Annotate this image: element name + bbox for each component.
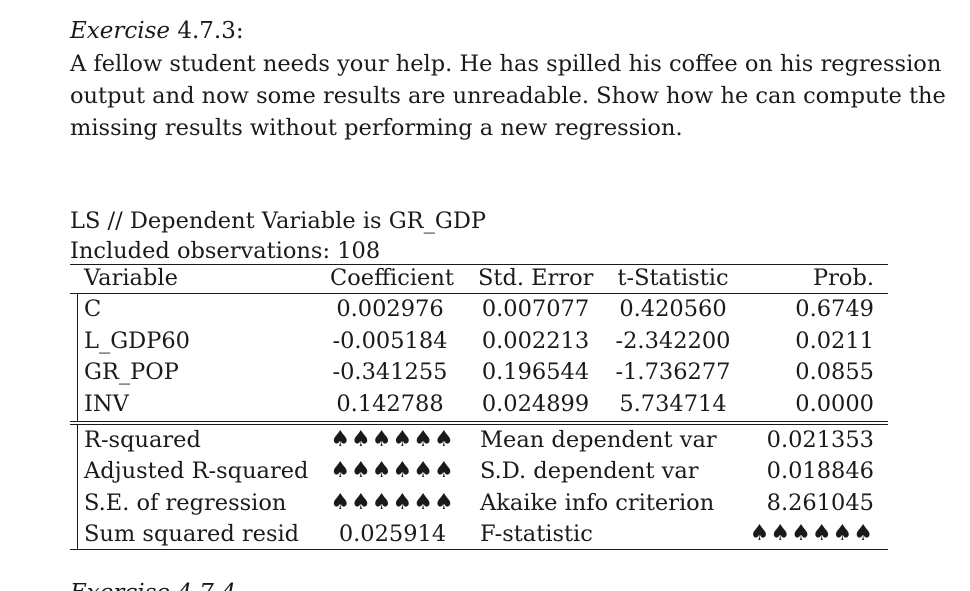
exercise-number: 4.7.3: bbox=[177, 18, 244, 44]
exercise-text-line: missing results without performing a new… bbox=[70, 115, 683, 141]
stat-value-obscured: ♠♠♠♠♠♠ bbox=[749, 521, 874, 546]
stat-label: S.E. of regression bbox=[84, 490, 287, 516]
stat-value: 0.021353 bbox=[766, 427, 874, 453]
header-coefficient: Coefficient bbox=[330, 265, 454, 291]
next-exercise-heading: Exercise 4.7.4 bbox=[70, 576, 236, 591]
regression-title: LS // Dependent Variable is GR_GDP bbox=[70, 208, 487, 234]
row-t-statistic: -1.736277 bbox=[615, 359, 731, 385]
row-prob: 0.6749 bbox=[795, 296, 874, 322]
stat-value-obscured: ♠♠♠♠♠♠ bbox=[330, 490, 455, 515]
stat-value: 0.018846 bbox=[766, 458, 874, 484]
row-std-error: 0.002213 bbox=[481, 328, 590, 354]
row-coefficient: 0.142788 bbox=[336, 391, 444, 417]
row-std-error: 0.007077 bbox=[481, 296, 590, 322]
stat-label: Sum squared resid bbox=[84, 521, 300, 547]
stat-value-obscured: ♠♠♠♠♠♠ bbox=[330, 427, 455, 452]
row-t-statistic: 5.734714 bbox=[619, 391, 727, 417]
stat-label: R-squared bbox=[84, 427, 201, 453]
stat-label: Akaike info criterion bbox=[480, 490, 715, 516]
row-coefficient: 0.002976 bbox=[336, 296, 444, 322]
exercise-text: A fellow student needs your help. He has… bbox=[70, 48, 946, 144]
row-prob: 0.0855 bbox=[795, 359, 874, 385]
header-prob: Prob. bbox=[813, 265, 874, 291]
stat-label: S.D. dependent var bbox=[480, 458, 699, 484]
stat-value: 0.025914 bbox=[338, 521, 447, 547]
stats-left-border bbox=[77, 424, 78, 549]
coef-bottom-rule bbox=[70, 421, 888, 422]
stat-value: 8.261045 bbox=[766, 490, 874, 516]
row-prob: 0.0000 bbox=[795, 391, 874, 417]
stat-label: Adjusted R-squared bbox=[84, 458, 309, 484]
exercise-text-line: A fellow student needs your help. He has… bbox=[70, 51, 942, 77]
row-prob: 0.0211 bbox=[795, 328, 874, 354]
row-t-statistic: 0.420560 bbox=[619, 296, 727, 322]
table-top-rule bbox=[70, 264, 888, 265]
coef-left-border bbox=[77, 293, 78, 421]
stats-top-rule bbox=[70, 424, 888, 425]
row-variable: L_GDP60 bbox=[84, 328, 190, 354]
stat-value-obscured: ♠♠♠♠♠♠ bbox=[330, 458, 455, 483]
table-bottom-rule bbox=[70, 549, 888, 550]
stat-label: Mean dependent var bbox=[480, 427, 717, 453]
row-variable: GR_POP bbox=[84, 359, 179, 385]
row-std-error: 0.196544 bbox=[481, 359, 590, 385]
row-std-error: 0.024899 bbox=[481, 391, 590, 417]
row-t-statistic: -2.342200 bbox=[615, 328, 731, 354]
exercise-text-line: output and now some results are unreadab… bbox=[70, 83, 946, 109]
row-coefficient: -0.341255 bbox=[332, 359, 448, 385]
header-std-error: Std. Error bbox=[478, 265, 594, 291]
header-t-statistic: t-Statistic bbox=[617, 265, 729, 291]
regression-observations: Included observations: 108 bbox=[70, 238, 381, 264]
header-variable: Variable bbox=[84, 265, 178, 291]
exercise-heading: Exercise 4.7.3: bbox=[70, 14, 244, 48]
stat-label: F-statistic bbox=[480, 521, 593, 547]
header-rule bbox=[70, 293, 888, 294]
row-variable: INV bbox=[84, 391, 129, 417]
row-coefficient: -0.005184 bbox=[332, 328, 448, 354]
row-variable: C bbox=[84, 296, 102, 322]
exercise-label: Exercise bbox=[70, 18, 171, 44]
